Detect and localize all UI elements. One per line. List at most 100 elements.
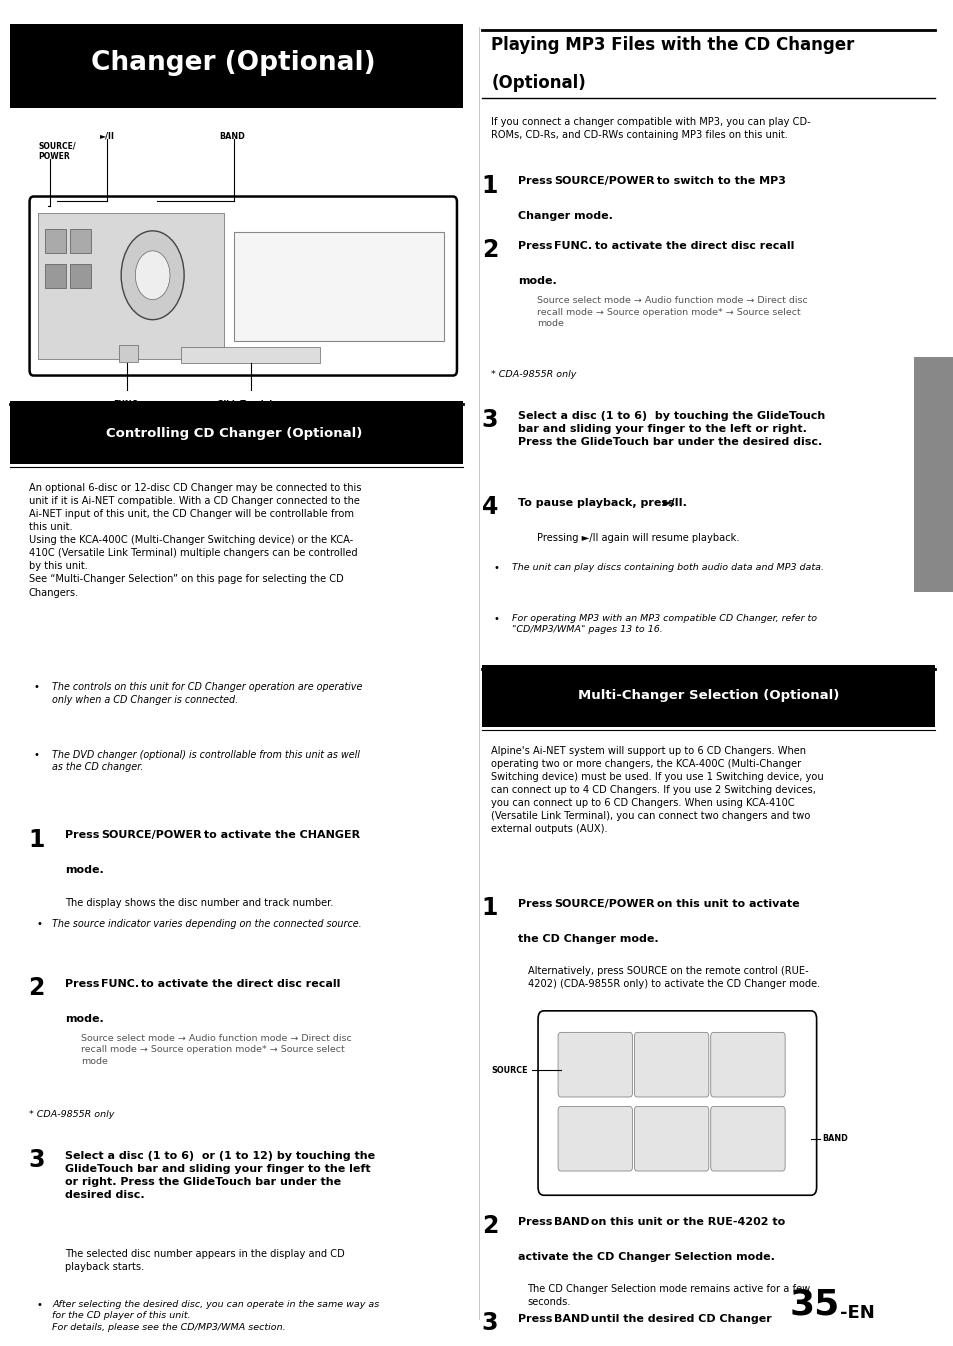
Bar [45, 264, 66, 288]
Text: SOURCE/POWER: SOURCE/POWER [554, 176, 654, 186]
Text: to activate the direct disc recall: to activate the direct disc recall [137, 979, 340, 988]
Text: * CDA-9855R only: * CDA-9855R only [29, 1110, 113, 1120]
Text: To pause playback, press: To pause playback, press [517, 498, 678, 507]
Text: FUNC.: FUNC. [101, 979, 139, 988]
Text: The selected disc number appears in the display and CD
playback starts.: The selected disc number appears in the … [65, 1249, 344, 1272]
FancyBboxPatch shape [710, 1106, 784, 1171]
Text: Press: Press [65, 979, 103, 988]
FancyBboxPatch shape [558, 1032, 632, 1097]
Text: BAND: BAND [219, 132, 245, 141]
FancyBboxPatch shape [558, 1106, 632, 1171]
Circle shape [135, 250, 170, 300]
Text: ►/II.: ►/II. [662, 498, 687, 507]
Text: GlideTouch bar: GlideTouch bar [217, 400, 284, 409]
Text: 35: 35 [788, 1288, 839, 1322]
Text: mode.: mode. [65, 1014, 104, 1023]
Bar [10, 24, 462, 108]
FancyBboxPatch shape [634, 1106, 708, 1171]
Text: Source select mode → Audio function mode → Direct disc
recall mode → Source oper: Source select mode → Audio function mode… [81, 1034, 352, 1066]
Text: mode.: mode. [517, 276, 557, 285]
Text: Controlling CD Changer (Optional): Controlling CD Changer (Optional) [106, 427, 361, 440]
Text: until the desired CD Changer: until the desired CD Changer [586, 1314, 771, 1323]
Text: 1: 1 [481, 174, 497, 198]
Text: Changer mode.: Changer mode. [517, 211, 612, 221]
Text: For operating MP3 with an MP3 compatible CD Changer, refer to
"CD/MP3/WMA" pages: For operating MP3 with an MP3 compatible… [512, 614, 817, 634]
Text: BAND: BAND [821, 1135, 847, 1143]
FancyBboxPatch shape [634, 1032, 708, 1097]
Text: * CDA-9855R only: * CDA-9855R only [491, 370, 576, 380]
Text: BAND: BAND [554, 1314, 589, 1323]
Text: Alternatively, press SOURCE on the remote control (RUE-
4202) (CDA-9855R only) t: Alternatively, press SOURCE on the remot… [527, 966, 819, 989]
Text: SOURCE/
POWER: SOURCE/ POWER [38, 141, 75, 160]
Text: 2: 2 [29, 976, 45, 1000]
Text: The CD Changer Selection mode remains active for a few
seconds.: The CD Changer Selection mode remains ac… [527, 1284, 810, 1307]
FancyBboxPatch shape [30, 197, 456, 376]
Text: the CD Changer mode.: the CD Changer mode. [517, 934, 658, 944]
Text: An optional 6-disc or 12-disc CD Changer may be connected to this
unit if it is : An optional 6-disc or 12-disc CD Changer… [29, 483, 361, 598]
Bar [10, 401, 462, 464]
FancyBboxPatch shape [537, 1011, 816, 1195]
Bar [45, 229, 66, 253]
Text: -EN: -EN [839, 1304, 873, 1322]
Text: 3: 3 [481, 408, 497, 432]
Text: Changer (Optional): Changer (Optional) [91, 50, 375, 77]
Text: FUNC.: FUNC. [554, 241, 592, 250]
Bar [38, 213, 224, 359]
Text: •: • [33, 750, 39, 759]
Text: Select a disc (1 to 6)  or (1 to 12) by touching the
GlideTouch bar and sliding : Select a disc (1 to 6) or (1 to 12) by t… [65, 1151, 375, 1199]
Text: 3: 3 [29, 1148, 45, 1172]
Text: Select a disc (1 to 6)  by touching the GlideTouch
bar and sliding your finger t: Select a disc (1 to 6) by touching the G… [517, 411, 824, 447]
Text: Press: Press [65, 830, 103, 840]
Text: ►/II: ►/II [100, 132, 115, 141]
Text: Press: Press [517, 241, 556, 250]
Text: SOURCE/POWER: SOURCE/POWER [101, 830, 201, 840]
Text: Press: Press [517, 899, 556, 909]
Bar [233, 232, 443, 341]
Text: 1: 1 [481, 896, 497, 921]
Text: SOURCE/POWER: SOURCE/POWER [554, 899, 654, 909]
Text: to activate the direct disc recall: to activate the direct disc recall [590, 241, 793, 250]
Bar [913, 357, 953, 592]
Text: •: • [493, 563, 498, 572]
Text: If you connect a changer compatible with MP3, you can play CD-
ROMs, CD-Rs, and : If you connect a changer compatible with… [491, 117, 810, 140]
FancyBboxPatch shape [710, 1032, 784, 1097]
Text: Source select mode → Audio function mode → Direct disc
recall mode → Source oper: Source select mode → Audio function mode… [537, 296, 807, 328]
Circle shape [121, 232, 184, 319]
Bar [481, 665, 934, 727]
Text: •: • [33, 682, 39, 692]
Text: •: • [493, 614, 498, 623]
Text: 2: 2 [481, 1214, 497, 1238]
Text: The display shows the disc number and track number.: The display shows the disc number and tr… [65, 898, 333, 907]
Text: BAND: BAND [554, 1217, 589, 1226]
Text: on this unit or the RUE-4202 to: on this unit or the RUE-4202 to [586, 1217, 784, 1226]
Text: Alpine's Ai-NET system will support up to 6 CD Changers. When
operating two or m: Alpine's Ai-NET system will support up t… [491, 746, 823, 835]
Text: SOURCE: SOURCE [491, 1066, 527, 1074]
Text: FUNC.: FUNC. [113, 400, 140, 409]
Bar [181, 347, 319, 363]
Text: 4: 4 [481, 495, 497, 520]
Text: activate the CD Changer Selection mode.: activate the CD Changer Selection mode. [517, 1252, 774, 1261]
Text: Multi-Changer Selection (Optional): Multi-Changer Selection (Optional) [578, 689, 839, 703]
Text: Press: Press [517, 1314, 556, 1323]
Text: to switch to the MP3: to switch to the MP3 [653, 176, 785, 186]
Text: (Optional): (Optional) [491, 74, 585, 92]
Text: 3: 3 [481, 1311, 497, 1335]
Text: 2: 2 [481, 238, 497, 262]
Bar [119, 345, 138, 362]
Text: mode.: mode. [65, 865, 104, 875]
Text: Playing MP3 Files with the CD Changer: Playing MP3 Files with the CD Changer [491, 36, 854, 54]
Text: Press: Press [517, 176, 556, 186]
Text: to activate the CHANGER: to activate the CHANGER [200, 830, 360, 840]
Bar [70, 264, 91, 288]
Text: 1: 1 [29, 828, 45, 852]
Text: The source indicator varies depending on the connected source.: The source indicator varies depending on… [52, 919, 362, 929]
Text: •: • [36, 919, 42, 929]
Text: The DVD changer (optional) is controllable from this unit as well
as the CD chan: The DVD changer (optional) is controllab… [52, 750, 360, 773]
Text: Pressing ►/II again will resume playback.: Pressing ►/II again will resume playback… [537, 533, 739, 542]
Text: The unit can play discs containing both audio data and MP3 data.: The unit can play discs containing both … [512, 563, 823, 572]
Text: After selecting the desired disc, you can operate in the same way as
for the CD : After selecting the desired disc, you ca… [52, 1300, 379, 1331]
Text: Press: Press [517, 1217, 556, 1226]
Bar [70, 229, 91, 253]
Text: The controls on this unit for CD Changer operation are operative
only when a CD : The controls on this unit for CD Changer… [52, 682, 362, 705]
Text: •: • [36, 1300, 42, 1310]
